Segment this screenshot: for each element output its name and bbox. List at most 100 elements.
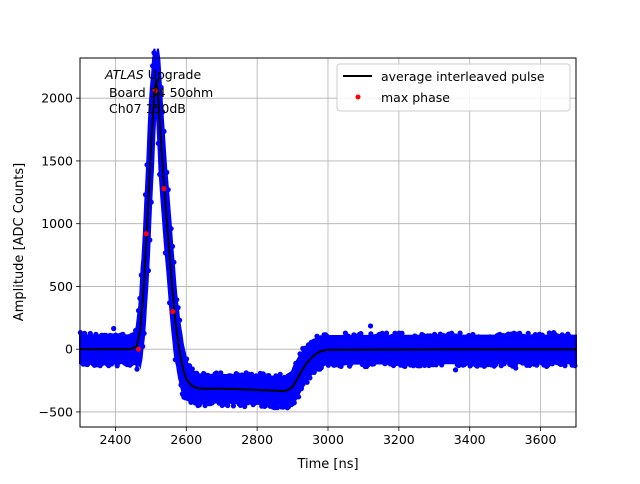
scatter-point xyxy=(383,330,390,336)
max-phase-point xyxy=(161,185,167,192)
scatter-point xyxy=(225,402,231,409)
scatter-point xyxy=(131,359,137,366)
scatter-point xyxy=(297,351,303,357)
y-tick-label: 1500 xyxy=(41,153,73,168)
x-axis-label: Time [ns] xyxy=(296,457,358,472)
max-phase-point xyxy=(152,88,158,94)
scatter-point xyxy=(116,359,122,366)
scatter-point xyxy=(432,331,438,337)
x-tick-label: 3000 xyxy=(312,432,344,447)
x-tick-label: 3600 xyxy=(525,432,557,447)
scatter-point xyxy=(393,360,399,367)
average-interleaved-pulse-line xyxy=(80,78,576,393)
scatter-point xyxy=(218,370,224,376)
scatter-point xyxy=(242,403,248,410)
max-phase-points xyxy=(135,88,176,352)
x-tick-label: 3400 xyxy=(454,432,486,447)
scatter-point xyxy=(277,371,283,377)
y-tick-label: 2000 xyxy=(41,91,73,106)
scatter-point xyxy=(266,373,272,379)
scatter-point xyxy=(199,399,205,405)
scatter-point xyxy=(135,308,142,314)
legend-entry-max-phase: max phase xyxy=(381,90,450,105)
scatter-point xyxy=(177,317,183,323)
scatter-point xyxy=(545,362,551,368)
scatter-outlier-point xyxy=(513,365,519,371)
y-axis-ticks: −500 0 500 1000 1500 2000 xyxy=(39,91,80,419)
scatter-point xyxy=(501,361,507,367)
y-tick-label: 1000 xyxy=(41,216,73,231)
scatter-point xyxy=(324,333,330,339)
scatter-point xyxy=(439,362,445,368)
scatter-point xyxy=(260,371,266,377)
scatter-point xyxy=(142,192,149,198)
x-axis-ticks: 2400 2600 2800 3000 3200 3400 3600 xyxy=(100,427,557,447)
max-phase-point xyxy=(135,346,142,352)
scatter-point xyxy=(427,333,433,339)
scatter-point xyxy=(165,187,171,193)
scatter-point xyxy=(345,333,351,339)
scatter-point xyxy=(410,363,416,369)
scatter-point xyxy=(171,259,177,265)
scatter-point xyxy=(434,360,441,366)
scatter-point xyxy=(464,359,470,365)
scatter-point xyxy=(150,63,156,69)
scatter-point xyxy=(457,330,463,336)
x-tick-label: 2400 xyxy=(100,432,132,447)
annotation-line-3: Ch07 150dB xyxy=(105,101,186,116)
scatter-point xyxy=(120,331,126,337)
scatter-point xyxy=(555,333,561,339)
scatter-point xyxy=(174,297,180,303)
scatter-point xyxy=(453,333,459,339)
scatter-point xyxy=(237,402,244,408)
x-tick-label: 2600 xyxy=(170,432,202,447)
scatter-point xyxy=(263,402,269,408)
scatter-point xyxy=(379,330,385,336)
scatter-point xyxy=(172,357,178,363)
scatter-point xyxy=(466,332,472,339)
legend-entry-average: average interleaved pulse xyxy=(381,69,545,84)
y-tick-label: 0 xyxy=(65,342,73,357)
scatter-point xyxy=(148,199,154,205)
scatter-point xyxy=(470,331,476,338)
scatter-point xyxy=(344,360,350,366)
scatter-point xyxy=(274,405,280,411)
scatter-point xyxy=(164,169,170,175)
scatter-point xyxy=(420,332,426,338)
scatter-point xyxy=(314,333,320,339)
scatter-point xyxy=(178,382,184,388)
scatter-point xyxy=(100,360,106,366)
legend: average interleaved pulse max phase xyxy=(336,63,571,112)
scatter-point xyxy=(145,268,151,274)
scatter-outlier-point xyxy=(367,323,374,329)
annotation-line-2: Board 34 50ohm xyxy=(105,85,213,100)
scatter-point xyxy=(487,334,493,340)
scatter-point xyxy=(252,400,258,406)
scatter-point xyxy=(399,330,405,336)
scatter-point xyxy=(159,109,166,115)
scatter-point xyxy=(235,372,241,378)
scatter-point xyxy=(133,327,139,334)
scatter-point xyxy=(93,331,99,337)
scatter-point xyxy=(245,400,251,406)
scatter-point xyxy=(230,403,236,409)
scatter-outlier-point xyxy=(452,367,459,373)
scatter-point xyxy=(348,361,354,367)
scatter-point xyxy=(134,366,140,372)
grid-lines xyxy=(80,58,576,427)
y-tick-label: −500 xyxy=(39,404,73,419)
scatter-point xyxy=(184,356,190,362)
legend-point-swatch xyxy=(355,94,361,100)
scatter-point xyxy=(82,330,88,336)
scatter-point xyxy=(413,334,419,340)
scatter-point xyxy=(539,332,545,338)
x-tick-label: 3200 xyxy=(383,432,415,447)
scatter-point xyxy=(158,84,164,90)
scatter-point xyxy=(167,300,173,306)
scatter-point xyxy=(371,361,377,367)
scatter-point xyxy=(525,330,531,336)
annotation-upgrade: Upgrade xyxy=(144,67,202,82)
scatter-point xyxy=(559,332,565,338)
scatter-point xyxy=(168,226,174,232)
